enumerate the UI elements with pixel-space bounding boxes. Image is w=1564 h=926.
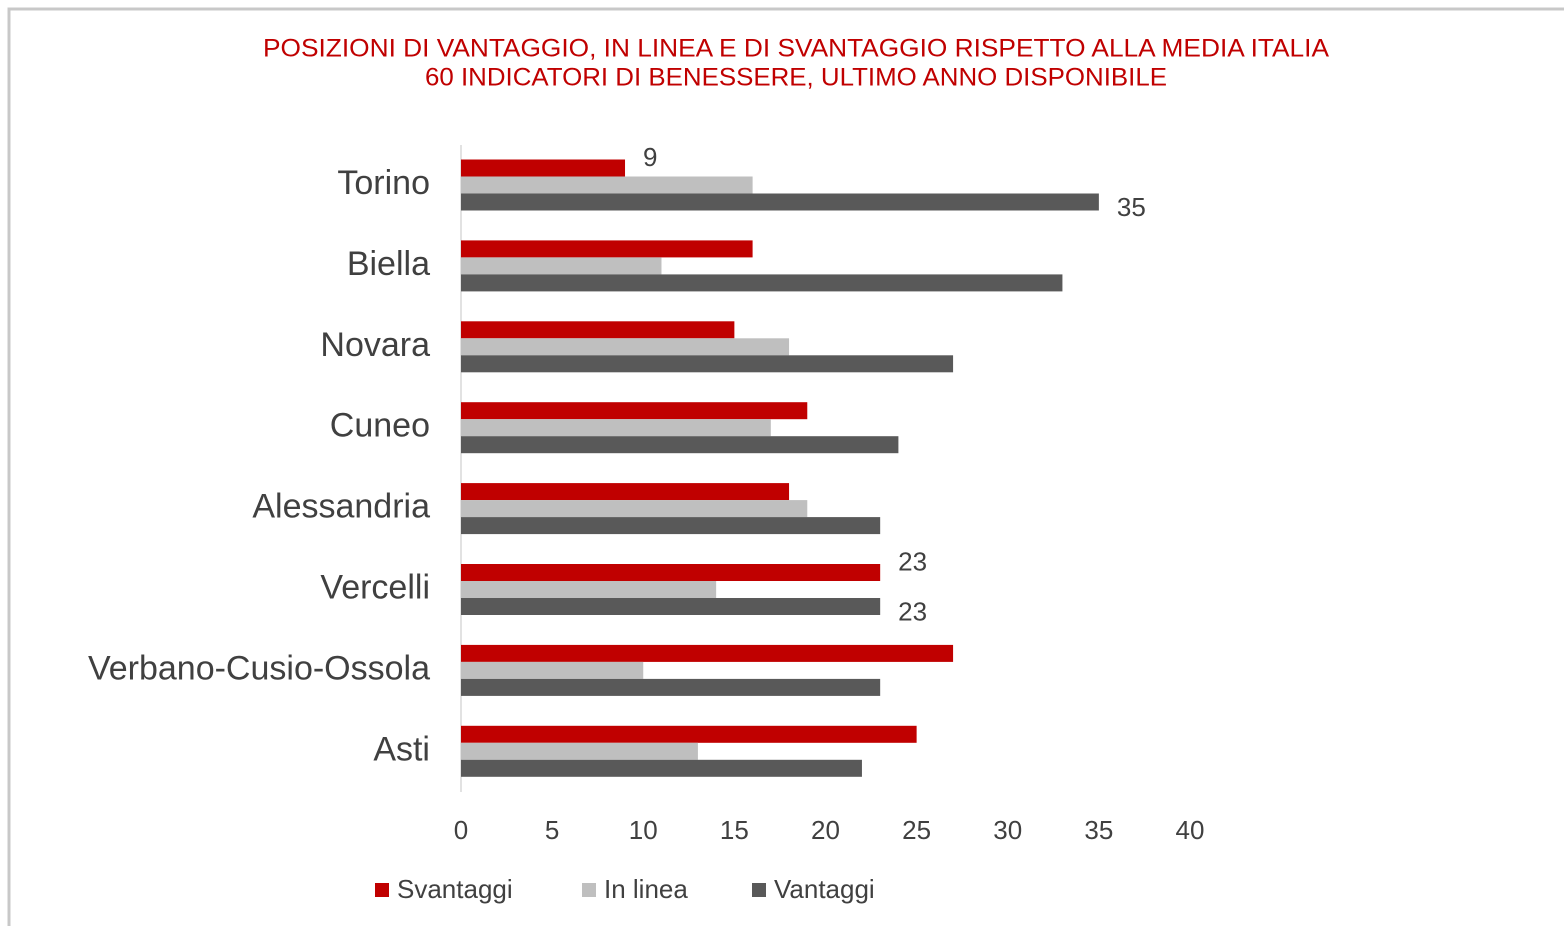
bar: [461, 274, 1063, 292]
legend-swatch: [375, 883, 389, 897]
bar: [461, 483, 790, 501]
bar: [461, 661, 644, 679]
data-label: 23: [898, 546, 927, 576]
x-tick-label: 40: [1176, 815, 1205, 845]
legend-swatch: [752, 883, 766, 897]
bar: [461, 176, 753, 194]
bar: [461, 159, 626, 177]
legend-label: Svantaggi: [397, 874, 513, 904]
x-tick-label: 35: [1084, 815, 1113, 845]
bar: [461, 436, 899, 454]
bar: [461, 193, 1099, 211]
x-tick-label: 30: [993, 815, 1022, 845]
x-tick-label: 15: [720, 815, 749, 845]
chart-frame: [7, 7, 1564, 926]
bar: [461, 355, 954, 373]
bar: [461, 725, 917, 743]
bar: [461, 564, 881, 581]
bar: [461, 678, 881, 696]
bar: [461, 338, 790, 356]
x-tick-label: 5: [545, 815, 559, 845]
legend-label: In linea: [604, 874, 688, 904]
legend-swatch: [582, 883, 596, 897]
chart-title: POSIZIONI DI VANTAGGIO, IN LINEA E DI SV…: [263, 35, 1329, 63]
bar: [461, 257, 662, 275]
x-tick-label: 0: [454, 815, 468, 845]
bar: [461, 759, 862, 777]
y-tick-label: Biella: [347, 245, 430, 283]
y-tick-label: Torino: [337, 164, 430, 202]
x-tick-label: 20: [811, 815, 840, 845]
bar: [461, 500, 808, 518]
data-label: 35: [1117, 192, 1146, 222]
y-tick-label: Alessandria: [252, 488, 430, 526]
data-label: 23: [898, 596, 927, 626]
y-tick-label: Asti: [373, 730, 430, 768]
bar: [461, 517, 881, 535]
bar: [461, 419, 771, 437]
legend-label: Vantaggi: [774, 874, 875, 904]
bar: [461, 581, 717, 598]
y-tick-label: Vercelli: [320, 568, 430, 606]
x-tick-label: 25: [902, 815, 931, 845]
bar: [461, 402, 808, 420]
bar: [461, 598, 881, 615]
bar: [461, 240, 753, 258]
x-tick-label: 10: [629, 815, 658, 845]
y-tick-label: Verbano-Cusio-Ossola: [88, 649, 430, 687]
bar: [461, 742, 698, 760]
y-tick-label: Novara: [320, 326, 430, 364]
y-tick-label: Cuneo: [330, 407, 430, 445]
bar: [461, 644, 954, 662]
chart-subtitle: 60 INDICATORI DI BENESSERE, ULTIMO ANNO …: [425, 64, 1167, 92]
data-label: 9: [643, 142, 657, 172]
bar: [461, 321, 735, 339]
